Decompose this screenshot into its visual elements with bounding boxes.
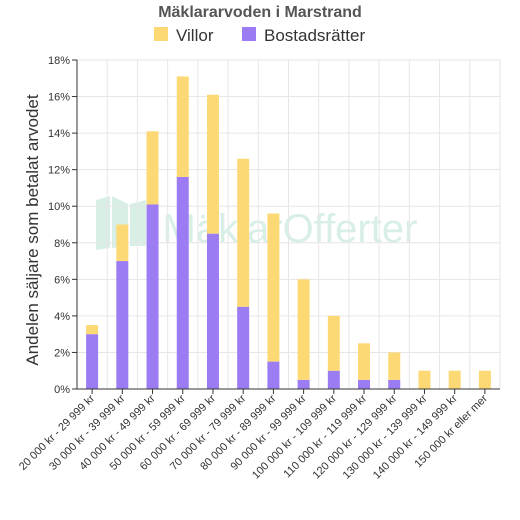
bar-villor[interactable] xyxy=(267,213,280,362)
bars xyxy=(86,76,491,389)
bar-villor[interactable] xyxy=(237,158,250,307)
legend-item-bostadsratter[interactable]: Bostadsrätter xyxy=(242,26,365,45)
bar-bostadsratter[interactable] xyxy=(297,379,310,389)
bar-bostadsratter[interactable] xyxy=(116,261,129,389)
legend-swatch-bostadsratter xyxy=(242,27,256,41)
bar-villor[interactable] xyxy=(297,279,310,380)
legend: Villor Bostadsrätter xyxy=(154,26,365,45)
bar-villor[interactable] xyxy=(358,343,371,380)
y-tick-label: 6% xyxy=(54,274,70,286)
legend-swatch-villor xyxy=(154,27,168,41)
chart-title: Mäklararvoden i Marstrand xyxy=(158,4,362,21)
bar-bostadsratter[interactable] xyxy=(388,379,401,389)
bar-bostadsratter[interactable] xyxy=(327,370,340,389)
y-tick-label: 0% xyxy=(54,384,70,396)
bar-villor[interactable] xyxy=(448,370,461,389)
bar-bostadsratter[interactable] xyxy=(86,334,99,389)
y-axis-ticks: 0% 2% 4% 6% 8% 10% 12% 14% 16% 18% xyxy=(48,55,77,396)
legend-label-villor: Villor xyxy=(176,26,214,45)
bar-villor[interactable] xyxy=(116,224,129,262)
legend-label-bostadsratter: Bostadsrätter xyxy=(264,26,365,45)
bar-villor[interactable] xyxy=(176,76,189,177)
y-tick-label: 10% xyxy=(48,201,70,213)
y-tick-label: 8% xyxy=(54,238,70,250)
y-tick-label: 18% xyxy=(48,55,70,67)
bar-bostadsratter[interactable] xyxy=(146,204,159,389)
y-tick-label: 14% xyxy=(48,128,70,140)
legend-item-villor[interactable]: Villor xyxy=(154,26,214,45)
bar-villor[interactable] xyxy=(327,315,340,371)
bar-villor[interactable] xyxy=(478,370,491,389)
bar-villor[interactable] xyxy=(146,131,159,205)
y-axis-label: Andelen säljare som betalat arvodet xyxy=(23,94,42,365)
bar-bostadsratter[interactable] xyxy=(267,361,280,389)
bar-bostadsratter[interactable] xyxy=(176,176,189,389)
bar-bostadsratter[interactable] xyxy=(206,233,219,389)
bar-villor[interactable] xyxy=(206,94,219,234)
y-tick-label: 12% xyxy=(48,165,70,177)
y-tick-label: 4% xyxy=(54,311,70,323)
y-tick-label: 16% xyxy=(48,92,70,104)
y-tick-label: 2% xyxy=(54,347,70,359)
bar-villor[interactable] xyxy=(86,325,99,335)
watermark: MäklarOfferter xyxy=(163,207,418,251)
bar-villor[interactable] xyxy=(388,352,401,380)
bar-bostadsratter[interactable] xyxy=(358,379,371,389)
bar-bostadsratter[interactable] xyxy=(237,306,250,389)
bar-villor[interactable] xyxy=(418,370,431,389)
